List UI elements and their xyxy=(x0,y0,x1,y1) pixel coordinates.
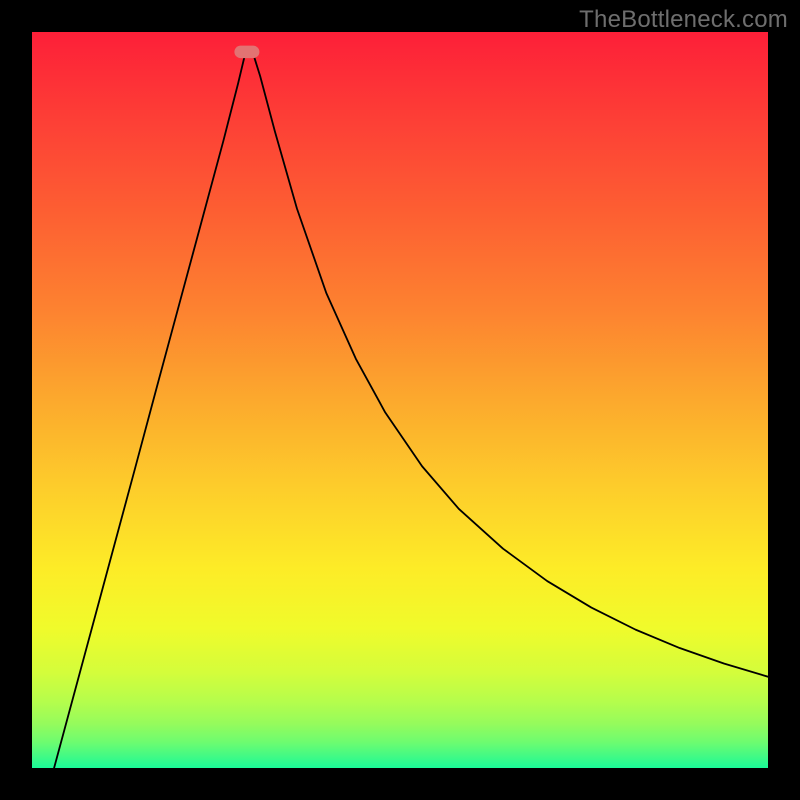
chart-container: TheBottleneck.com xyxy=(0,0,800,800)
chart-svg xyxy=(32,32,768,768)
chart-background xyxy=(32,32,768,768)
minimum-marker xyxy=(234,46,259,59)
plot-area xyxy=(32,32,768,768)
watermark: TheBottleneck.com xyxy=(579,6,788,34)
